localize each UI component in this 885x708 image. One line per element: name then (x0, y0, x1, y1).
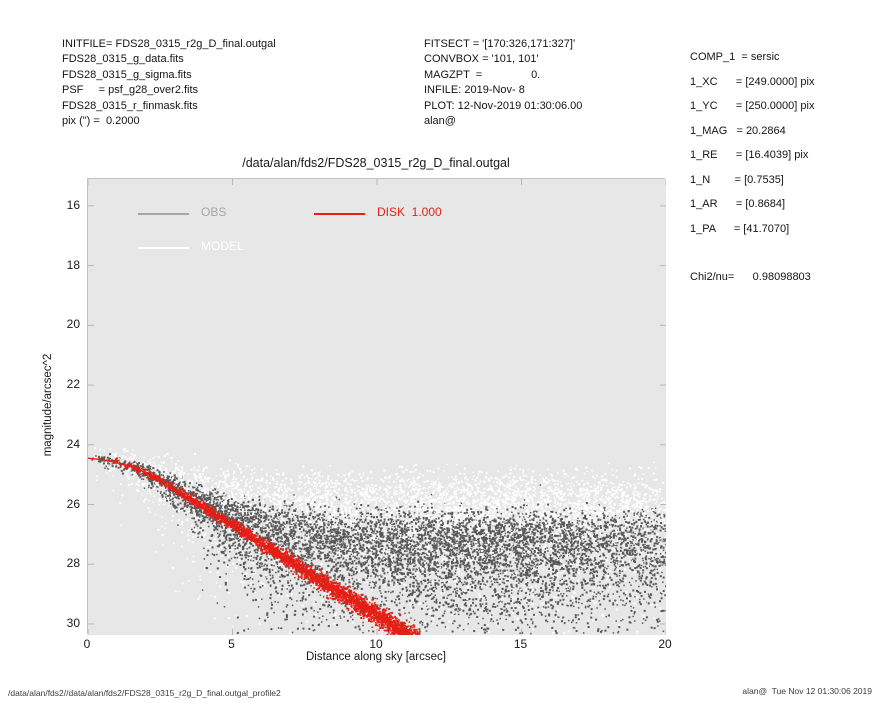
profile-plot: OBS MODEL DISK 1.000 (87, 178, 666, 635)
param-line: 1_XC = [249.0000] pix (690, 75, 815, 88)
param-line: 1_MAG = 20.2864 (690, 124, 786, 137)
legend-label-obs: OBS (201, 205, 227, 219)
param-line: COMP_1 = sersic (690, 51, 780, 63)
config-line: PLOT: 12-Nov-2019 01:30:06.00 (424, 99, 583, 112)
config-line: FDS28_0315_r_finmask.fits (62, 99, 198, 112)
init-config-block: INITFILE= FDS28_0315_r2g_D_final.outgal … (62, 37, 276, 129)
x-tick-label: 0 (83, 637, 91, 651)
y-tick-label: 20 (66, 317, 80, 332)
footer-output-path: /data/alan/fds2//data/alan/fds2/FDS28_03… (8, 688, 281, 698)
legend-label-model: MODEL (201, 239, 244, 253)
legend-label-disk: DISK 1.000 (377, 205, 442, 219)
plot-title: /data/alan/fds2/FDS28_0315_r2g_D_final.o… (242, 156, 510, 170)
param-line: 1_N = [0.7535] (690, 173, 784, 186)
param-line: 1_PA = [41.7070] (690, 222, 790, 235)
config-line: PSF = psf_g28_over2.fits (62, 84, 199, 97)
config-line: INFILE: 2019-Nov- 8 (424, 84, 525, 97)
y-axis-title: magnitude/arcsec^2 (42, 353, 54, 457)
param-line: 1_YC = [250.0000] pix (690, 100, 815, 112)
x-tick-label: 5 (228, 637, 235, 651)
y-tick-label: 16 (66, 197, 80, 212)
config-line: alan@ (424, 115, 456, 128)
y-tick-label: 24 (66, 436, 80, 451)
config-line: CONVBOX = '101, 101' (424, 53, 539, 66)
config-line: MAGZPT = 0. (424, 68, 541, 81)
chi2-value: Chi2/nu= 0.98098803 (690, 271, 811, 283)
x-tick-label: 20 (658, 637, 672, 651)
footer-user-timestamp: alan@ Tue Nov 12 01:30:06 2019 (742, 686, 872, 696)
legend-line-disk (314, 213, 365, 215)
legend-line-model (138, 247, 189, 249)
fit-config-block: FITSECT = '[170:326,171:327]' CONVBOX = … (424, 37, 582, 129)
y-tick-label: 22 (66, 377, 80, 392)
param-line: 1_AR = [0.8684] (690, 198, 786, 210)
config-line: FITSECT = '[170:326,171:327]' (424, 38, 576, 50)
config-line: INITFILE= FDS28_0315_r2g_D_final.outgal (62, 38, 276, 50)
config-line: pix (") = 0.2000 (62, 115, 140, 128)
x-axis-title: Distance along sky [arcsec] (306, 651, 446, 663)
y-tick-label: 18 (66, 257, 80, 272)
fit-parameters-block: COMP_1 = sersic 1_XC = [249.0000] pix 1_… (690, 45, 814, 241)
scatter-canvas (88, 179, 666, 635)
x-tick-label: 15 (513, 637, 528, 651)
config-line: FDS28_0315_g_sigma.fits (62, 68, 192, 81)
config-line: FDS28_0315_g_data.fits (62, 53, 184, 66)
legend-line-obs (138, 213, 189, 215)
y-tick-label: 26 (66, 496, 80, 511)
param-line: 1_RE = [16.4039] pix (690, 149, 809, 161)
y-tick-label: 30 (66, 615, 80, 630)
y-tick-label: 28 (66, 556, 80, 571)
x-tick-label: 10 (369, 637, 383, 651)
